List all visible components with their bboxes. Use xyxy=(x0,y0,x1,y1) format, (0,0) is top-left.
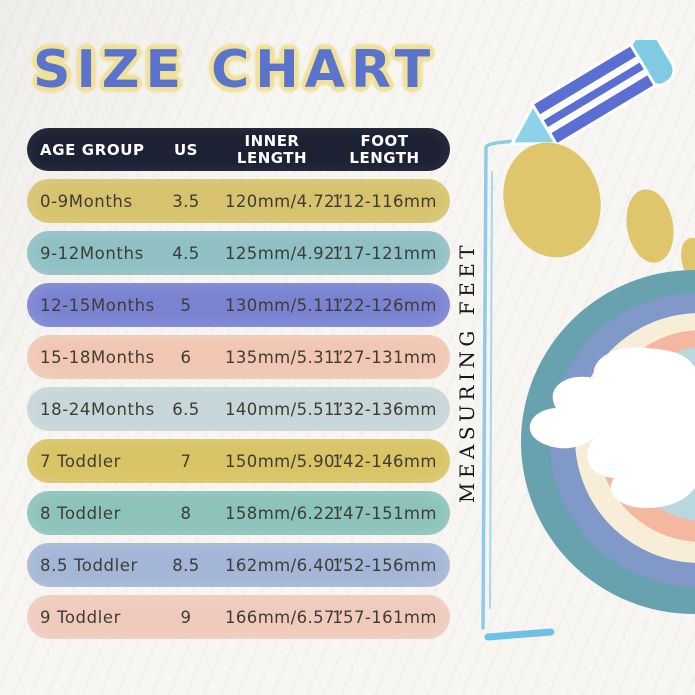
age-group-cell: 9 Toddler xyxy=(40,607,121,627)
foot-length-cell: 132-136mm xyxy=(332,399,437,419)
us-size-cell: 9 xyxy=(180,607,192,627)
size-table: AGE GROUP US INNER LENGTH FOOT LENGTH 0-… xyxy=(27,128,450,639)
us-size-cell: 8.5 xyxy=(172,555,200,575)
table-row: 12-15Months 5 130mm/5.11” 122-126mm xyxy=(27,283,450,327)
foot-length-cell: 117-121mm xyxy=(332,243,437,263)
inner-length-cell: 158mm/6.22” xyxy=(225,503,344,523)
table-row: 9-12Months 4.5 125mm/4.92” 117-121mm xyxy=(27,231,450,275)
page-title: SIZE CHART xyxy=(33,40,437,100)
age-group-cell: 12-15Months xyxy=(40,295,155,315)
inner-length-cell: 140mm/5.51” xyxy=(225,399,344,419)
age-group-cell: 15-18Months xyxy=(40,347,155,367)
foot-length-cell: 157-161mm xyxy=(332,607,437,627)
age-group-cell: 0-9Months xyxy=(40,191,133,211)
age-group-cell: 9-12Months xyxy=(40,243,144,263)
pencil-icon xyxy=(510,40,676,148)
foot-length-cell: 142-146mm xyxy=(332,451,437,471)
footprint-blob xyxy=(529,347,695,508)
us-size-cell: 6.5 xyxy=(172,399,200,419)
big-toe-shape xyxy=(503,142,601,258)
us-size-cell: 6 xyxy=(180,347,192,367)
us-size-cell: 3.5 xyxy=(172,191,200,211)
inner-length-cell: 166mm/6.57” xyxy=(225,607,344,627)
inner-length-cell: 150mm/5.90” xyxy=(225,451,344,471)
toe-shape xyxy=(626,189,674,263)
inner-length-cell: 162mm/6.40” xyxy=(225,555,344,575)
inner-length-cell: 135mm/5.31” xyxy=(225,347,344,367)
table-row: 0-9Months 3.5 120mm/4.72” 112-116mm xyxy=(27,179,450,223)
inner-length-cell: 130mm/5.11” xyxy=(225,295,344,315)
pencil-stripe xyxy=(538,55,641,121)
foot-length-cell: 147-151mm xyxy=(332,503,437,523)
header-age-group: AGE GROUP xyxy=(40,140,145,159)
us-size-cell: 8 xyxy=(180,503,192,523)
header-inner-length: INNER LENGTH xyxy=(236,132,308,167)
table-row: 8.5 Toddler 8.5 162mm/6.40” 152-156mm xyxy=(27,543,450,587)
foot-length-cell: 122-126mm xyxy=(332,295,437,315)
us-size-cell: 5 xyxy=(180,295,192,315)
header-us-size: US xyxy=(174,140,198,159)
table-row: 9 Toddler 9 166mm/6.57” 157-161mm xyxy=(27,595,450,639)
foot-length-cell: 152-156mm xyxy=(332,555,437,575)
measuring-feet-illustration xyxy=(481,40,695,641)
bracket-bottom-tick xyxy=(484,628,555,641)
age-group-cell: 7 Toddler xyxy=(40,451,121,471)
foot-length-cell: 127-131mm xyxy=(332,347,437,367)
foot-toes xyxy=(503,142,695,295)
table-row: 8 Toddler 8 158mm/6.22” 147-151mm xyxy=(27,491,450,535)
inner-length-cell: 125mm/4.92” xyxy=(225,243,344,263)
bracket-line-inner xyxy=(489,171,493,609)
us-size-cell: 4.5 xyxy=(172,243,200,263)
age-group-cell: 18-24Months xyxy=(40,399,155,419)
table-row: 15-18Months 6 135mm/5.31” 127-131mm xyxy=(27,335,450,379)
foot-length-cell: 112-116mm xyxy=(332,191,437,211)
us-size-cell: 7 xyxy=(180,451,192,471)
age-group-cell: 8.5 Toddler xyxy=(40,555,138,575)
age-group-cell: 8 Toddler xyxy=(40,503,121,523)
pencil-stripe xyxy=(546,68,649,134)
inner-length-cell: 120mm/4.72” xyxy=(225,191,344,211)
foot-rings xyxy=(521,270,695,614)
table-row: 18-24Months 6.5 140mm/5.51” 132-136mm xyxy=(27,387,450,431)
header-foot-length: FOOT LENGTH xyxy=(349,132,420,167)
table-row: 7 Toddler 7 150mm/5.90” 142-146mm xyxy=(27,439,450,483)
measuring-feet-label: MEASURING FEET xyxy=(455,240,479,504)
table-header-row: AGE GROUP US INNER LENGTH FOOT LENGTH xyxy=(27,128,450,171)
